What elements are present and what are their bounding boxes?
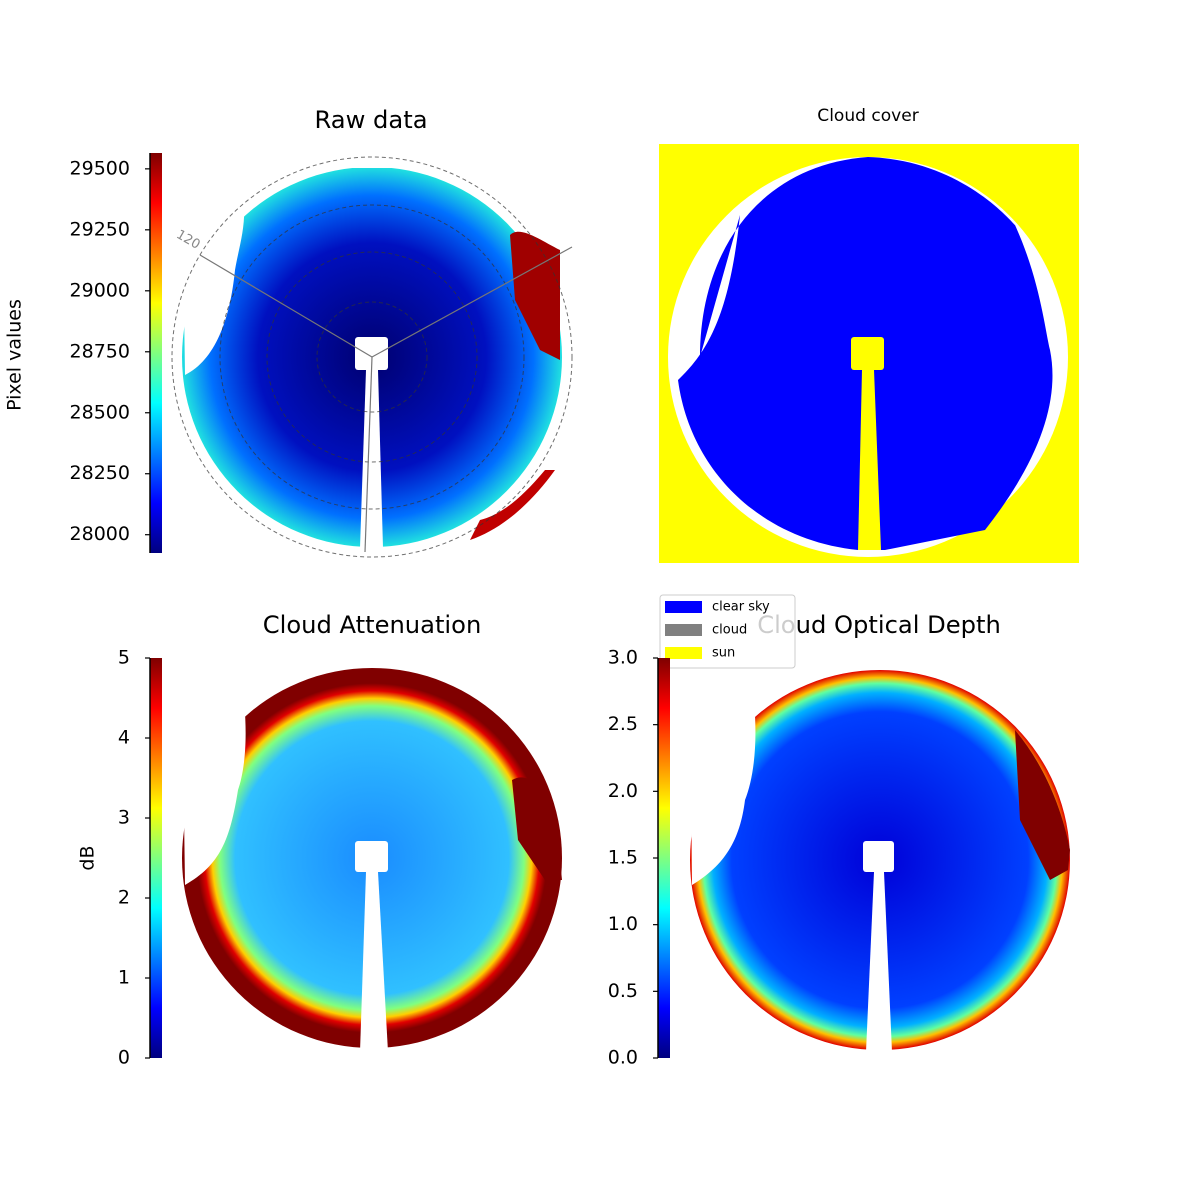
legend-label: sun	[712, 646, 735, 661]
colorbar-label: Pixel values	[4, 299, 26, 411]
tick-label: 0.0	[608, 1047, 638, 1069]
attenuation-image	[182, 668, 562, 1052]
tick-label: 2.5	[608, 713, 638, 735]
panel-title: Cloud Optical Depth	[757, 611, 1001, 639]
tick-label: 3	[118, 807, 130, 829]
tick-label: 3.0	[608, 647, 638, 669]
tick-label: 2.0	[608, 780, 638, 802]
tick-label: 29250	[70, 218, 130, 240]
tick-label: 28500	[70, 401, 130, 423]
tick-label: 0.5	[608, 980, 638, 1002]
tick-label: 28250	[70, 462, 130, 484]
tick-label: 1	[118, 967, 130, 989]
cloud-mask	[659, 144, 1079, 563]
tick-label: 4	[118, 727, 130, 749]
tick-label: 2	[118, 887, 130, 909]
legend-label: cloud	[712, 623, 747, 638]
optical-depth-image	[690, 670, 1070, 1052]
tick-label: 29000	[70, 279, 130, 301]
colorbar	[150, 153, 162, 553]
tick-label: 28750	[70, 340, 130, 362]
tick-label: 29500	[70, 157, 130, 179]
colorbar-label: dB	[77, 845, 99, 870]
tick-label: 1.5	[608, 847, 638, 869]
tick-label: 0	[118, 1047, 130, 1069]
legend: clear sky cloud sun	[659, 594, 796, 669]
panel-title: Cloud Attenuation	[263, 611, 482, 639]
panel-title: Raw data	[314, 106, 427, 134]
legend-swatch	[665, 647, 702, 659]
colorbar	[150, 658, 162, 1058]
raw-image	[171, 148, 582, 558]
panel-title: Cloud cover	[817, 106, 918, 126]
legend-swatch	[665, 624, 702, 636]
tick-label: 5	[118, 647, 130, 669]
tick-label: 1.0	[608, 913, 638, 935]
legend-swatch	[665, 601, 702, 613]
legend-label: clear sky	[712, 600, 770, 615]
colorbar	[658, 658, 670, 1058]
tick-label: 28000	[70, 523, 130, 545]
